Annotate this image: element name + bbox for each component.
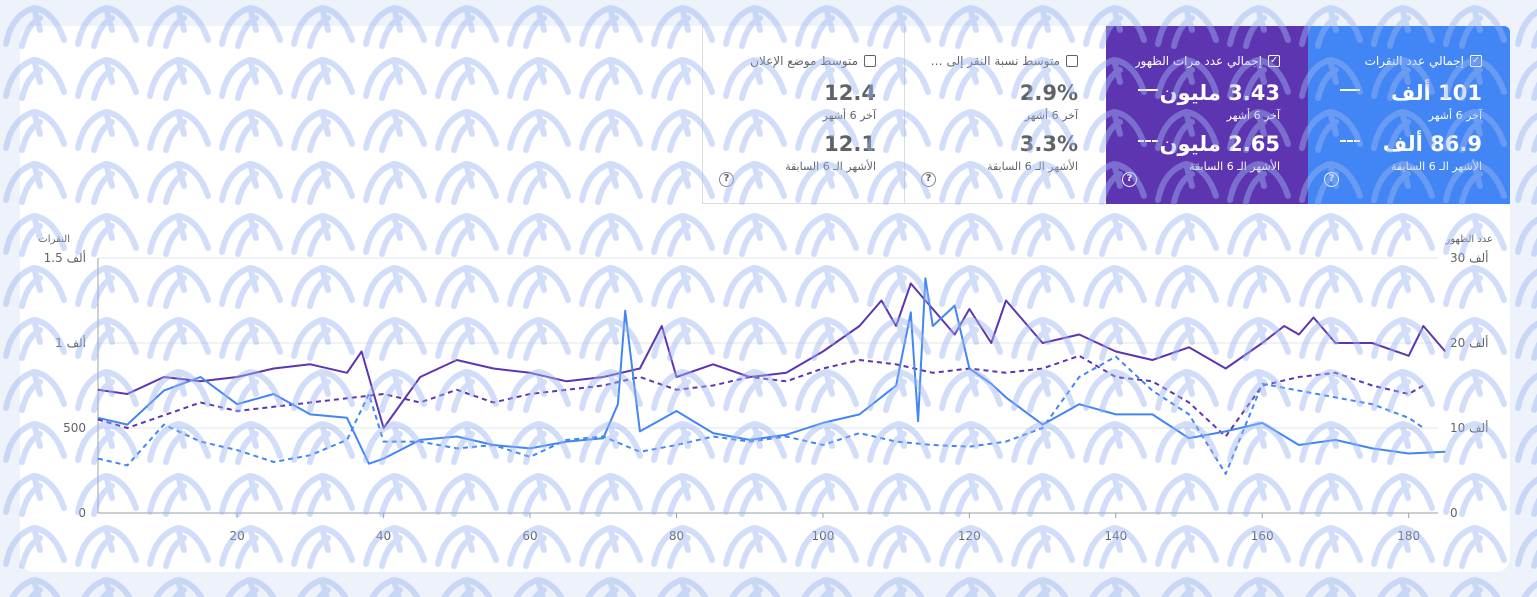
series-line-impressions-current (97, 282, 1447, 429)
right-axis-tick-label: 20 ألف (1450, 335, 1489, 350)
left-axis-tick-label: 500 (63, 421, 86, 435)
x-axis-tick-label: 140 (1104, 529, 1127, 543)
x-axis-tick-label: 160 (1251, 529, 1274, 543)
left-axis-tick-label: 1 ألف (55, 335, 86, 350)
series-line-clicks-current (97, 277, 1446, 465)
right-axis-tick-label: 0 (1450, 506, 1458, 520)
left-axis-tick-label: 0 (78, 506, 86, 520)
x-axis-tick-label: 180 (1397, 529, 1420, 543)
x-axis-tick-label: 120 (958, 529, 981, 543)
right-axis-title: عدد الظهور (1445, 234, 1493, 245)
right-axis-tick-label: 30 ألف (1450, 250, 1489, 265)
x-axis-tick-label: 60 (522, 529, 537, 543)
series-line-clicks-previous (97, 355, 1424, 475)
left-axis-title: النقرات (38, 234, 70, 245)
left-axis-tick-label: 1.5 ألف (44, 250, 86, 265)
x-axis-tick-label: 20 (229, 529, 244, 543)
right-axis-tick-label: 10 ألف (1450, 420, 1489, 435)
x-axis-tick-label: 80 (669, 529, 684, 543)
x-axis-tick-label: 100 (811, 529, 834, 543)
x-axis-tick-label: 40 (376, 529, 391, 543)
